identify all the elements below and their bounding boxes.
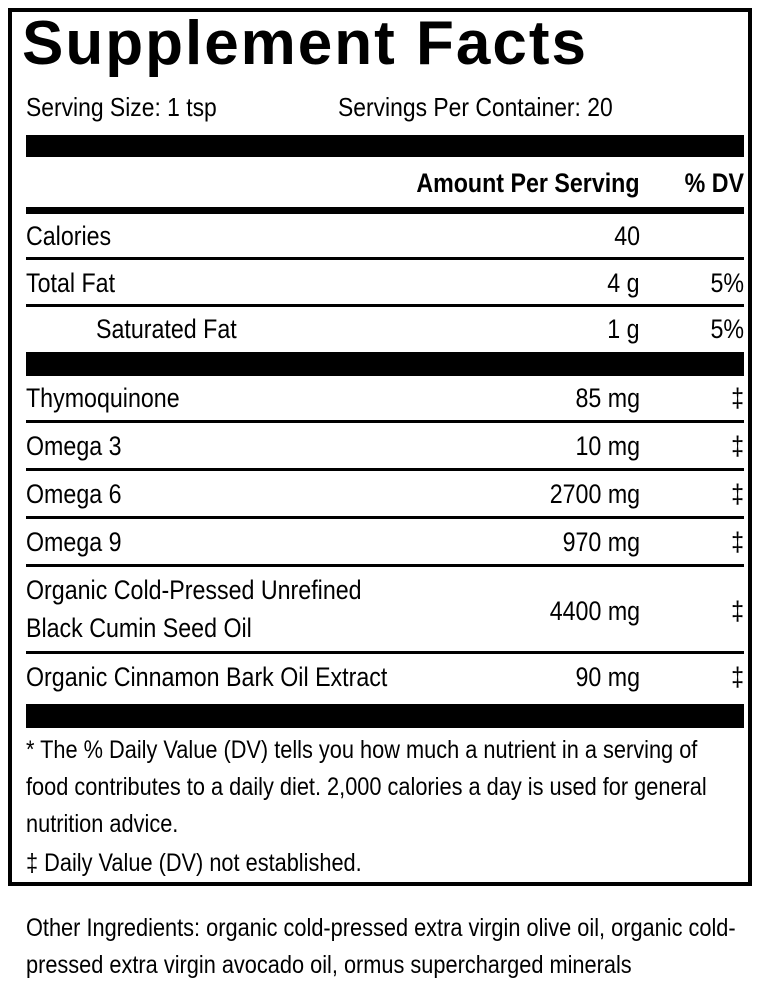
ingredient-name: Omega 3	[26, 431, 122, 461]
not-established-footnote: ‡ Daily Value (DV) not established.	[26, 849, 362, 877]
ingredient-amount: 970 mg	[562, 527, 640, 557]
ingredient-name: Omega 9	[26, 527, 122, 557]
ingredient-dv: ‡	[731, 527, 744, 557]
ingredient-amount: 10 mg	[575, 431, 640, 461]
thick-divider	[26, 135, 744, 157]
nutrient-amount: 1 g	[607, 314, 640, 344]
ingredient-amount: 85 mg	[575, 383, 640, 413]
ingredient-dv: ‡	[731, 383, 744, 413]
serving-size: Serving Size: 1 tsp	[26, 92, 217, 122]
daily-value-footnote: * The % Daily Value (DV) tells you how m…	[26, 736, 707, 838]
nutrient-amount: 4 g	[607, 268, 640, 298]
ingredient-name: Thymoquinone	[26, 383, 180, 413]
row-divider	[26, 468, 744, 471]
medium-divider	[26, 207, 744, 214]
nutrient-name: Calories	[26, 221, 112, 251]
thick-divider	[26, 704, 744, 728]
thick-divider	[26, 352, 744, 376]
other-ingredients: Other Ingredients: organic cold-pressed …	[26, 914, 736, 979]
row-divider	[26, 651, 744, 654]
ingredient-name-line2: Black Cumin Seed Oil	[26, 613, 252, 643]
panel-title: Supplement Facts	[22, 9, 588, 78]
ingredient-dv: ‡	[731, 662, 744, 692]
ingredient-name: Omega 6	[26, 479, 122, 509]
ingredient-dv: ‡	[731, 431, 744, 461]
row-divider	[26, 564, 744, 567]
dv-header: % DV	[684, 168, 744, 198]
nutrient-dv: 5%	[710, 314, 744, 344]
row-divider	[26, 516, 744, 519]
ingredient-amount: 90 mg	[575, 662, 640, 692]
ingredient-name: Organic Cinnamon Bark Oil Extract	[26, 662, 388, 692]
nutrient-name: Saturated Fat	[96, 314, 237, 344]
amount-per-serving-header: Amount Per Serving	[416, 168, 640, 198]
ingredient-dv: ‡	[731, 596, 744, 626]
supplement-facts-panel	[8, 8, 752, 886]
ingredient-amount: 4400 mg	[549, 596, 640, 626]
ingredient-dv: ‡	[731, 479, 744, 509]
row-divider	[26, 257, 744, 260]
nutrient-name: Total Fat	[26, 268, 116, 298]
ingredient-amount: 2700 mg	[549, 479, 640, 509]
servings-per-container: Servings Per Container: 20	[338, 92, 613, 122]
row-divider	[26, 304, 744, 307]
ingredient-name-line1: Organic Cold-Pressed Unrefined	[26, 575, 362, 605]
nutrient-dv: 5%	[710, 268, 744, 298]
row-divider	[26, 420, 744, 423]
nutrient-amount: 40	[614, 221, 640, 251]
